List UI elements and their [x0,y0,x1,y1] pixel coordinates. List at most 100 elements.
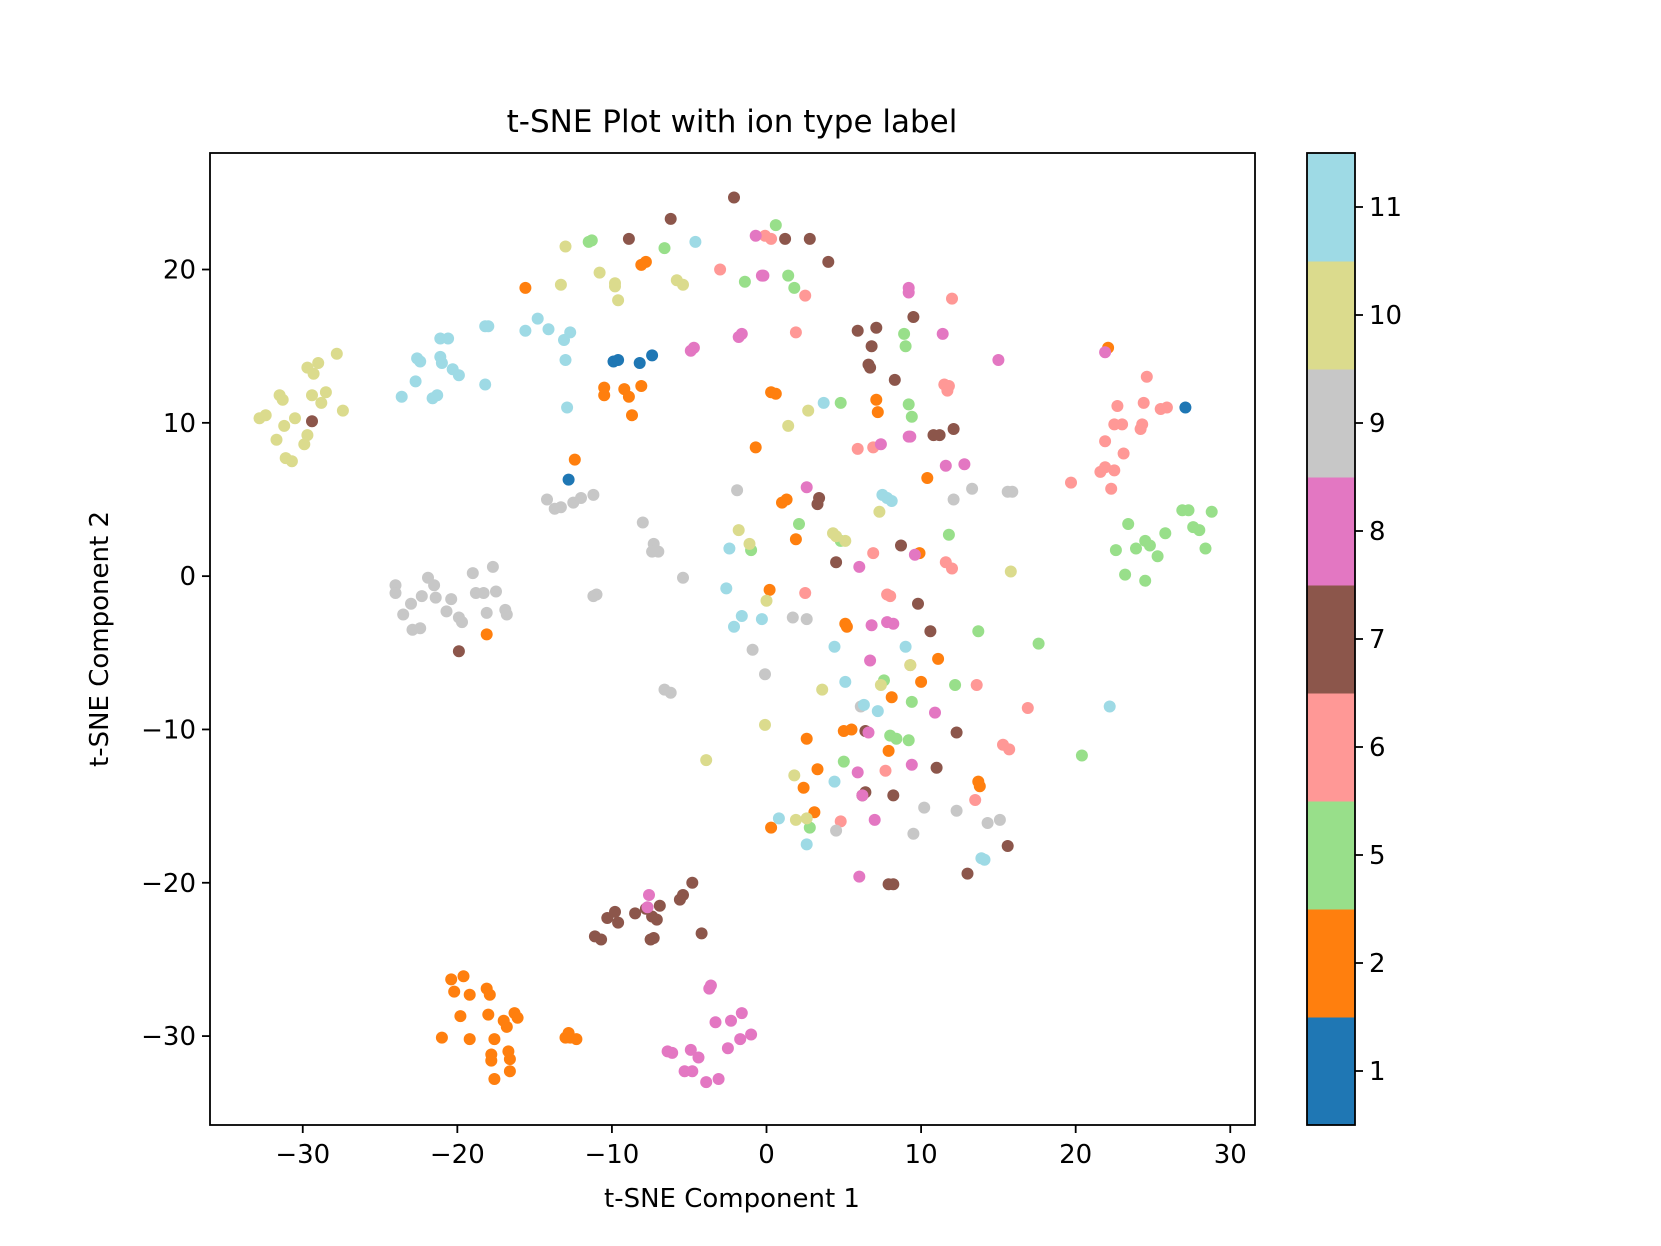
data-point [885,495,898,507]
data-point [531,312,544,325]
data-point [765,232,778,245]
data-point [289,412,301,425]
data-point [830,530,843,543]
data-point [312,357,325,369]
data-point [950,726,963,739]
colorbar-segment [1307,693,1355,802]
data-point [456,616,468,629]
data-point [1099,346,1112,359]
data-point [735,610,748,622]
chart-title: t-SNE Plot with ion type label [507,104,958,140]
data-point [629,907,642,920]
data-point [1199,542,1212,555]
data-point [653,899,666,912]
data-point [1140,370,1153,383]
data-point [822,255,835,268]
data-point [1075,749,1088,762]
data-point [765,821,778,834]
data-point [907,311,920,323]
data-point [885,691,898,704]
data-point [890,732,903,745]
data-point [902,734,915,747]
data-point [728,620,740,633]
data-point [789,326,802,339]
data-point [811,763,824,776]
data-point [700,1076,713,1089]
plot-area [209,152,1256,1126]
data-point [788,281,801,294]
data-point [772,812,785,825]
data-point [570,1033,583,1046]
data-point [480,628,493,641]
data-point [731,484,744,497]
data-point [1205,505,1218,518]
data-point [879,764,892,777]
data-point [882,744,895,757]
data-point [445,593,458,606]
data-point [658,242,671,255]
data-point [769,387,782,400]
data-point [519,281,532,294]
colorbar: 1 2 5 6 7 8 9 10 11 [1306,152,1402,1126]
data-point [769,219,782,232]
data-point [905,695,918,708]
data-point [466,567,479,580]
data-point [728,191,740,204]
data-point [947,423,960,435]
data-point [898,327,911,340]
data-point [298,438,311,451]
data-point [639,255,652,268]
data-point [884,590,897,603]
data-point [480,606,493,619]
x-tick-label: −30 [275,1140,330,1170]
data-point [899,640,912,653]
data-point [856,789,869,802]
data-point [641,901,654,914]
data-point [867,547,880,560]
data-point [652,545,665,558]
data-point [905,410,918,423]
data-point [961,867,974,880]
data-point [725,1014,737,1027]
data-point [442,332,455,345]
data-point [828,640,841,653]
data-point [684,1043,697,1056]
data-point [873,505,886,518]
y-tick-label: 20 [163,256,196,286]
data-point [1143,539,1156,552]
data-point [936,327,949,340]
data-point [1116,418,1129,431]
data-point [519,324,532,337]
data-point [834,815,847,828]
y-tick-label: −30 [141,1022,196,1052]
data-point [749,441,762,454]
data-point [686,1065,699,1078]
data-point [686,876,699,889]
data-point [759,718,771,731]
data-point [735,1007,748,1020]
data-point [763,583,776,596]
data-point [1003,743,1016,756]
colorbar-segment [1307,477,1355,586]
data-point [454,1010,467,1023]
data-point [799,587,812,599]
data-point [830,556,843,569]
data-point [409,375,422,388]
data-point [703,982,716,995]
data-point [870,393,883,406]
data-point [435,357,448,369]
data-point [330,347,343,360]
data-point [800,481,813,494]
data-point [1105,482,1118,495]
data-point [723,542,736,555]
data-point [452,645,465,658]
data-point [908,548,921,561]
data-point [782,269,795,282]
data-point [899,340,912,353]
data-point [721,1042,734,1055]
data-point [415,590,428,603]
data-point [301,429,314,442]
data-point [488,1033,501,1046]
data-point [895,539,907,552]
